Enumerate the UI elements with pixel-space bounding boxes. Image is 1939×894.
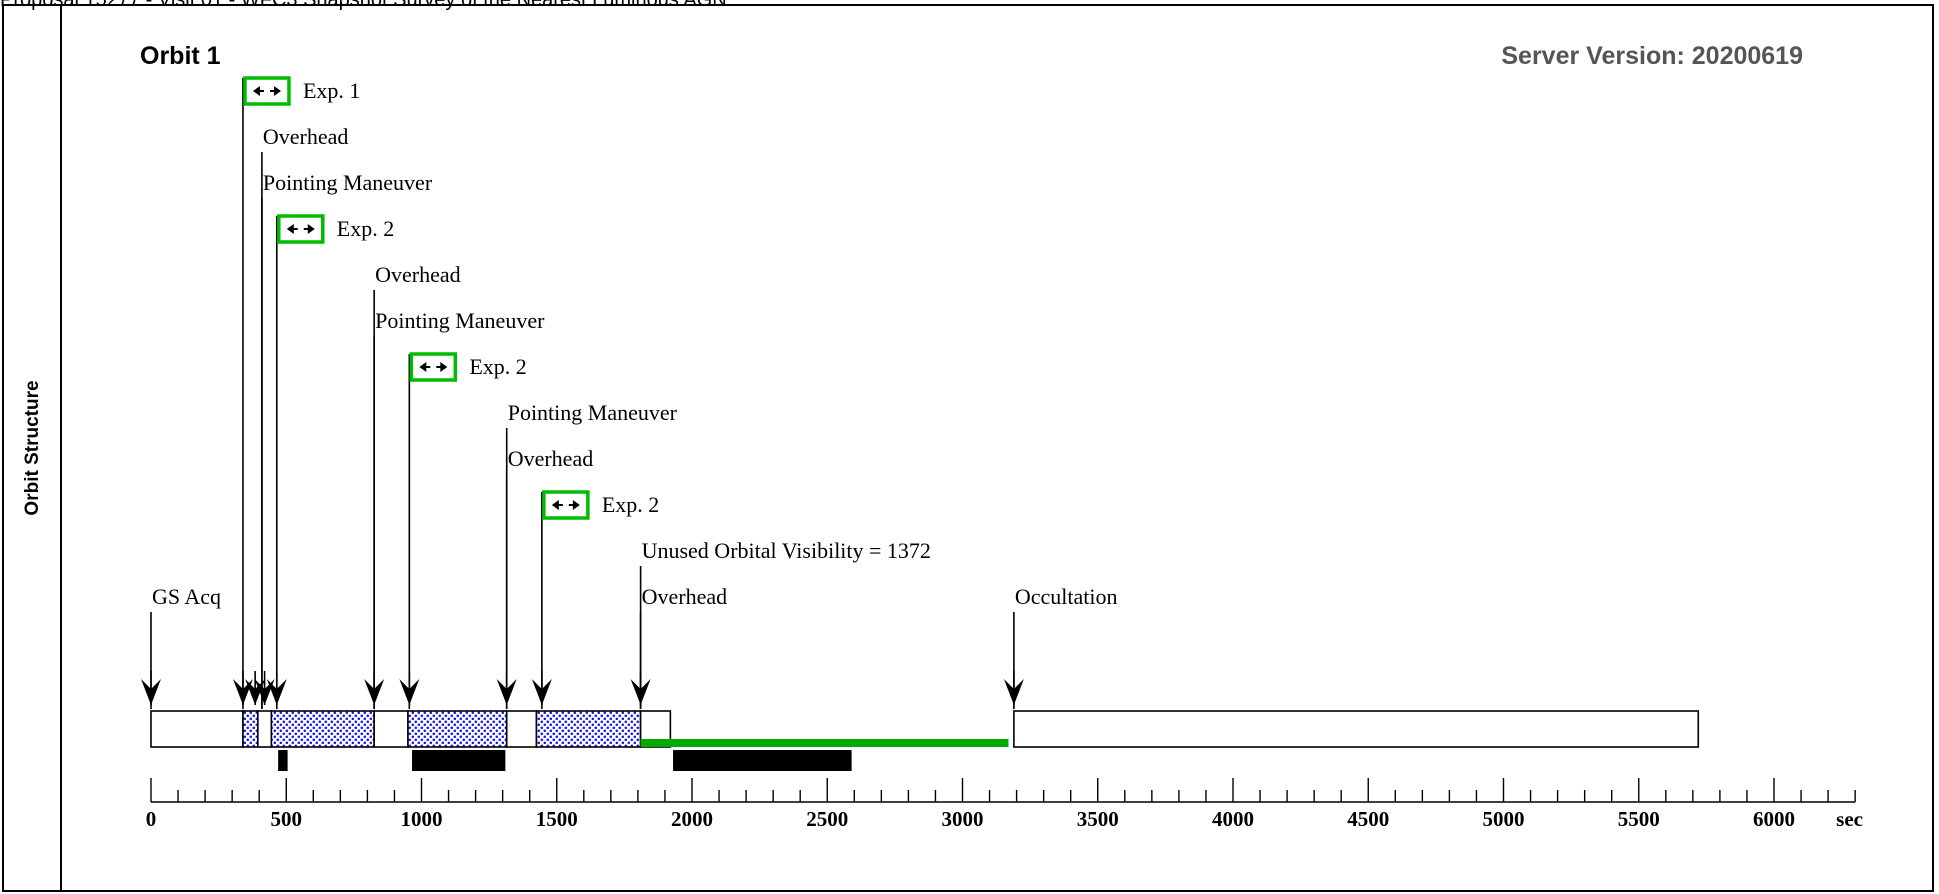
exposure-segment xyxy=(535,710,642,748)
overhead-segment xyxy=(257,710,273,748)
readout-bar xyxy=(412,750,506,771)
event-label: Overhead xyxy=(375,262,461,287)
event-label: Occultation xyxy=(1015,584,1118,609)
tick-label: 3000 xyxy=(942,807,984,831)
exposure-arrow-gap xyxy=(263,89,270,93)
event-marker: GS Acq xyxy=(150,584,221,709)
event-label: Pointing Maneuver xyxy=(508,400,678,425)
readout-bar xyxy=(278,750,288,771)
event-label: Unused Orbital Visibility = 1372 xyxy=(642,538,931,563)
exposure-arrow-left-icon xyxy=(252,86,260,96)
server-version: Server Version: 20200619 xyxy=(1501,42,1803,70)
orbit-structure-panel: Orbit Structure xyxy=(2,4,1934,892)
event-label: Overhead xyxy=(263,124,349,149)
event-label: GS Acq xyxy=(152,584,221,609)
axis-unit-label: sec xyxy=(1836,807,1863,831)
exposure-arrow-left-icon xyxy=(551,500,559,510)
exposure-arrow-gap xyxy=(562,503,569,507)
tick-label: 5500 xyxy=(1618,807,1660,831)
exposure-arrow-right-icon xyxy=(440,362,448,372)
exposure-arrow-left-icon xyxy=(419,362,427,372)
event-marker: Exp. 1 xyxy=(242,76,360,709)
event-label: Exp. 2 xyxy=(602,492,659,517)
event-label: Overhead xyxy=(642,584,728,609)
tick-label: 0 xyxy=(146,807,157,831)
tick-label: 2500 xyxy=(806,807,848,831)
exposure-segment xyxy=(407,710,508,748)
event-marker: Occultation xyxy=(1013,584,1118,709)
event-marker: Exp. 2 xyxy=(408,352,527,709)
tick-label: 4500 xyxy=(1347,807,1389,831)
tick-label: 3500 xyxy=(1077,807,1119,831)
event-label: Exp. 1 xyxy=(303,78,360,103)
event-label: Pointing Maneuver xyxy=(263,170,433,195)
event-marker: Unused Orbital Visibility = 1372 xyxy=(639,538,931,709)
exposure-arrow-gap xyxy=(297,227,304,231)
overhead-segment xyxy=(150,710,244,748)
event-marker: Pointing Maneuver xyxy=(373,308,545,709)
event-marker: Pointing Maneuver xyxy=(261,170,433,709)
event-label: Pointing Maneuver xyxy=(375,308,545,333)
tick-label: 6000 xyxy=(1753,807,1795,831)
exposure-segment xyxy=(270,710,375,748)
event-marker: Exp. 2 xyxy=(275,214,394,709)
readout-bar xyxy=(673,750,852,771)
tick-label: 1500 xyxy=(536,807,578,831)
exposure-arrow-left-icon xyxy=(286,224,294,234)
exposure-arrow-gap xyxy=(430,365,437,369)
event-marker: Overhead xyxy=(505,446,594,709)
exposure-arrow-right-icon xyxy=(273,86,281,96)
unused-visibility-line xyxy=(640,739,1009,747)
event-label: Overhead xyxy=(508,446,594,471)
tick-label: 4000 xyxy=(1212,807,1254,831)
tick-label: 500 xyxy=(271,807,303,831)
orbit-title: Orbit 1 xyxy=(140,42,221,70)
event-marker: Overhead xyxy=(261,124,349,709)
event-label: Exp. 2 xyxy=(337,216,394,241)
event-marker: Overhead xyxy=(639,584,728,709)
event-label: Exp. 2 xyxy=(469,354,526,379)
tick-label: 5000 xyxy=(1483,807,1525,831)
overhead-segment xyxy=(505,710,538,748)
overhead-segment xyxy=(1013,710,1700,748)
tick-label: 1000 xyxy=(401,807,443,831)
tick-label: 2000 xyxy=(671,807,713,831)
side-column: Orbit Structure xyxy=(4,6,62,890)
overhead-segment xyxy=(373,710,409,748)
exposure-arrow-right-icon xyxy=(572,500,580,510)
exposure-arrow-right-icon xyxy=(307,224,315,234)
exposure-segment xyxy=(242,710,259,748)
